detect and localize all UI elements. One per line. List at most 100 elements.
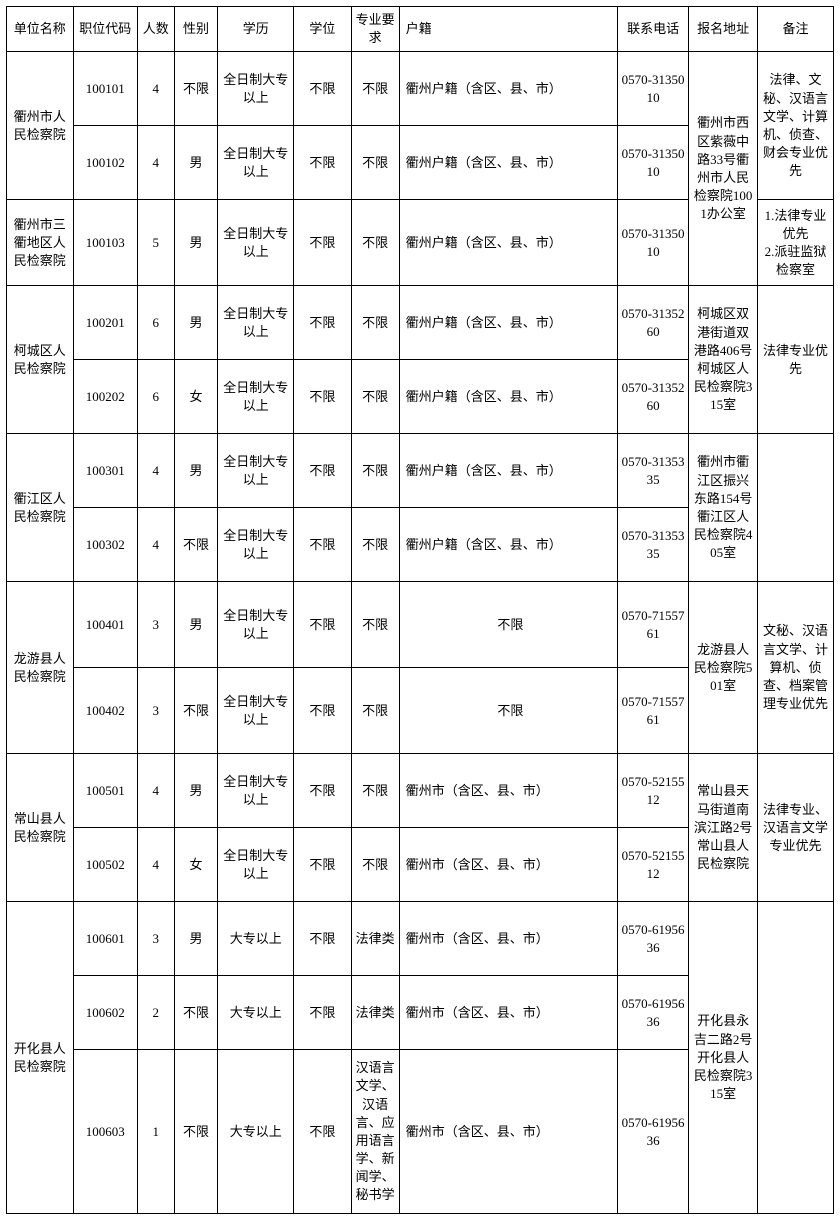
cell: 男 [174,286,218,360]
cell: 大专以上 [218,1050,294,1214]
cell: 4 [137,754,174,828]
cell: 衢州户籍（含区、县、市） [399,508,617,582]
cell: 全日制大专以上 [218,286,294,360]
cell: 衢州市（含区、县、市） [399,902,617,976]
cell: 不限 [294,360,351,434]
cell: 不限 [174,52,218,126]
cell: 衢州市三衢地区人民检察院 [7,200,74,286]
cell: 0570-5215512 [618,754,689,828]
cell: 100102 [73,126,137,200]
cell: 衢州户籍（含区、县、市） [399,286,617,360]
cell: 6 [137,360,174,434]
cell: 男 [174,582,218,668]
cell: 4 [137,126,174,200]
col-header-5: 学位 [294,7,351,52]
col-header-6: 专业要求 [351,7,399,52]
cell: 衢州市人民检察院 [7,52,74,200]
cell: 衢州市（含区、县、市） [399,828,617,902]
cell: 不限 [351,200,399,286]
cell: 全日制大专以上 [218,360,294,434]
col-header-7: 户籍 [399,7,617,52]
cell: 常山县天马街道南滨江路2号 常山县人民检察院 [689,754,758,902]
cell: 不限 [294,126,351,200]
cell: 不限 [294,286,351,360]
cell: 3 [137,902,174,976]
col-header-10: 备注 [758,7,834,52]
cell: 男 [174,434,218,508]
cell: 男 [174,754,218,828]
cell: 男 [174,126,218,200]
cell: 衢州市衢江区振兴东路154号衢江区人民检察院405室 [689,434,758,582]
cell: 大专以上 [218,902,294,976]
cell: 0570-6195636 [618,902,689,976]
cell: 4 [137,828,174,902]
cell [758,434,834,582]
cell: 法律类 [351,902,399,976]
cell: 衢州户籍（含区、县、市） [399,360,617,434]
col-header-2: 人数 [137,7,174,52]
cell: 0570-3135335 [618,508,689,582]
cell: 不限 [294,976,351,1050]
cell: 100501 [73,754,137,828]
cell: 常山县人民检察院 [7,754,74,902]
cell: 不限 [351,668,399,754]
cell: 0570-5215512 [618,828,689,902]
cell: 法律类 [351,976,399,1050]
cell: 100601 [73,902,137,976]
cell: 100202 [73,360,137,434]
cell: 4 [137,52,174,126]
col-header-9: 报名地址 [689,7,758,52]
cell: 不限 [294,52,351,126]
cell: 全日制大专以上 [218,828,294,902]
table-row: 衢江区人民检察院1003014男全日制大专以上不限不限衢州户籍（含区、县、市）0… [7,434,834,508]
cell: 0570-7155761 [618,668,689,754]
cell: 不限 [351,52,399,126]
cell: 5 [137,200,174,286]
cell: 衢州市（含区、县、市） [399,754,617,828]
cell: 全日制大专以上 [218,668,294,754]
cell: 不限 [174,508,218,582]
col-header-0: 单位名称 [7,7,74,52]
cell: 法律专业优先 [758,286,834,434]
cell: 衢州市（含区、县、市） [399,1050,617,1214]
cell: 女 [174,828,218,902]
cell [758,902,834,1214]
col-header-8: 联系电话 [618,7,689,52]
cell: 100502 [73,828,137,902]
cell: 汉语言文学、汉语言、应用语言学、新闻学、秘书学 [351,1050,399,1214]
cell: 不限 [351,828,399,902]
cell: 0570-6195636 [618,1050,689,1214]
cell: 0570-3135260 [618,360,689,434]
cell: 3 [137,668,174,754]
cell: 大专以上 [218,976,294,1050]
cell: 100103 [73,200,137,286]
cell: 不限 [294,200,351,286]
cell: 1 [137,1050,174,1214]
cell: 不限 [399,668,617,754]
col-header-4: 学历 [218,7,294,52]
cell: 不限 [294,828,351,902]
cell: 不限 [399,582,617,668]
cell: 不限 [294,902,351,976]
cell: 男 [174,902,218,976]
cell: 全日制大专以上 [218,434,294,508]
table-row: 柯城区人民检察院1002016男全日制大专以上不限不限衢州户籍（含区、县、市）0… [7,286,834,360]
cell: 不限 [351,360,399,434]
cell: 龙游县人民检察院501室 [689,582,758,754]
cell: 100201 [73,286,137,360]
cell: 6 [137,286,174,360]
cell: 法律、文秘、汉语言文学、计算机、侦查、财会专业优先 [758,52,834,200]
cell: 法律专业、汉语言文学专业优先 [758,754,834,902]
cell: 不限 [174,668,218,754]
cell: 100401 [73,582,137,668]
cell: 100402 [73,668,137,754]
cell: 全日制大专以上 [218,200,294,286]
cell: 柯城区人民检察院 [7,286,74,434]
col-header-3: 性别 [174,7,218,52]
cell: 100301 [73,434,137,508]
cell: 不限 [351,754,399,828]
cell: 女 [174,360,218,434]
cell: 衢州户籍（含区、县、市） [399,200,617,286]
cell: 全日制大专以上 [218,754,294,828]
cell: 衢州市（含区、县、市） [399,976,617,1050]
